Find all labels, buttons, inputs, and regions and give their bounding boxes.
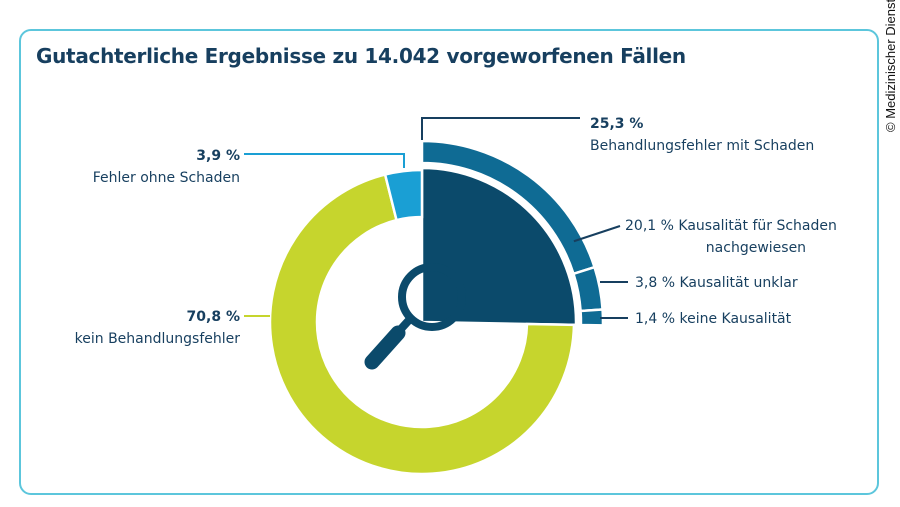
chart-title: Gutachterliche Ergebnisse zu 14.042 vorg… [36, 44, 686, 68]
value-label: 3,8 % [635, 275, 676, 291]
label-fehler-ohne-schaden: 3,9 % Fehler ohne Schaden [93, 145, 240, 189]
slice-fehler-ohne-schaden [383, 168, 424, 222]
leader-line-nachgewiesen [573, 225, 621, 243]
slice-label: kein Behandlungsfehler [74, 331, 240, 347]
slice-label: Kausalität unklar [679, 275, 798, 291]
leader-line-ohne-schaden [244, 153, 405, 168]
slice-label: Fehler ohne Schaden [92, 170, 240, 186]
slice-label: Behandlungsfehler mit Schaden [590, 138, 815, 154]
breakdown-segment-2 [579, 308, 605, 327]
leader-line-mit-schaden [421, 117, 580, 140]
label-keine-kausalitaet: 1,4 % keine Kausalität [635, 308, 791, 330]
chart-frame [19, 29, 879, 495]
value-label: 1,4 % [635, 311, 676, 327]
magnifier-icon [364, 263, 466, 370]
slice-behandlungsfehler-mit-schaden [420, 166, 578, 327]
value-label: 3,9 % [196, 148, 240, 164]
value-label: 20,1 % [625, 218, 674, 234]
label-kausalitaet-unklar: 3,8 % Kausalität unklar [635, 272, 798, 294]
value-label: 25,3 % [590, 116, 644, 132]
slice-label-cont: nachgewiesen [705, 240, 807, 256]
value-label: 70,8 % [186, 309, 240, 325]
slice-kein-behandlungsfehler [268, 173, 576, 476]
breakdown-segment-1 [571, 265, 604, 313]
slice-label: Kausalität für Schaden [678, 218, 837, 234]
label-behandlungsfehler-mit-schaden: 25,3 % Behandlungsfehler mit Schaden [590, 113, 814, 157]
label-kausalitaet-nachgewiesen: 20,1 % Kausalität für Schaden nachgewies… [625, 215, 837, 259]
label-kein-behandlungsfehler: 70,8 % kein Behandlungsfehler [75, 306, 240, 350]
slice-label: keine Kausalität [679, 311, 792, 327]
